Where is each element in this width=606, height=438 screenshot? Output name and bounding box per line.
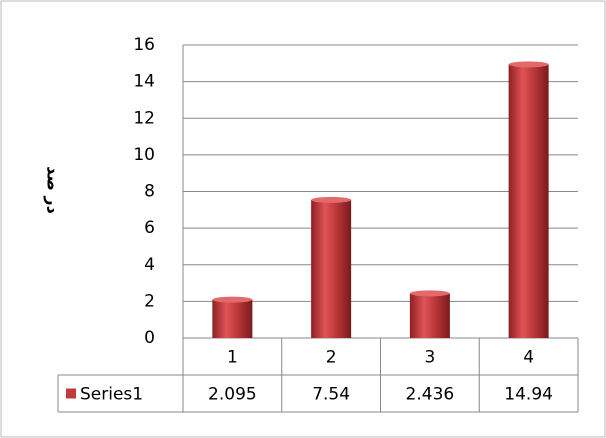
y-tick-label: 14 — [133, 72, 155, 92]
bar — [311, 199, 352, 338]
y-tick-label: 6 — [144, 218, 155, 238]
table-value: 2.095 — [208, 385, 257, 405]
x-tick-label: 4 — [523, 348, 534, 368]
table-value: 14.94 — [504, 385, 553, 405]
x-tick-label: 3 — [424, 348, 435, 368]
bar — [212, 299, 253, 338]
bar-top — [409, 290, 450, 297]
bar — [508, 64, 549, 338]
table-value: 2.436 — [406, 385, 455, 405]
bar-top — [508, 61, 549, 68]
y-axis-label: در صد — [44, 166, 63, 214]
bar-top — [311, 196, 352, 203]
y-tick-label: 2 — [144, 291, 155, 311]
bar — [409, 293, 450, 338]
table-value: 7.54 — [312, 385, 350, 405]
y-tick-label: 8 — [144, 182, 155, 202]
y-tick-label: 16 — [133, 35, 155, 55]
legend-key — [66, 388, 76, 399]
y-tick-label: 10 — [133, 145, 155, 165]
legend-label: Series1 — [80, 385, 143, 405]
y-tick-label: 4 — [144, 255, 155, 275]
y-tick-label: 12 — [133, 108, 155, 128]
x-tick-label: 2 — [326, 348, 337, 368]
bar-top — [212, 296, 253, 303]
x-tick-label: 1 — [227, 348, 238, 368]
y-tick-label: 0 — [144, 328, 155, 348]
